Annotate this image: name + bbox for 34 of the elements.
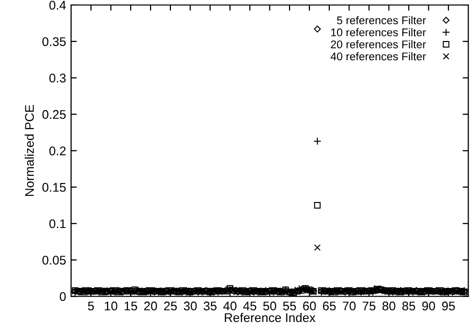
x-tick-label: 50: [263, 302, 276, 310]
x-tick-label: 55: [283, 302, 296, 310]
x-tick-label: 65: [322, 302, 336, 310]
x-tick-label: 35: [204, 302, 217, 310]
x-axis-title: Reference Index: [224, 312, 316, 322]
x-tick-label: 70: [342, 302, 356, 310]
y-tick-label: 0.3: [49, 74, 66, 82]
y-axis-title: Normalized PCE: [24, 105, 34, 196]
legend-label: 40 references Filter: [330, 52, 426, 60]
x-tick-label: 30: [184, 302, 197, 310]
y-tick-label: 0.1: [49, 219, 66, 228]
y-tick-label: 0.2: [49, 146, 66, 156]
x-tick-label: 95: [442, 302, 455, 310]
x-tick-label: 25: [164, 302, 177, 310]
x-tick-label: 80: [382, 302, 396, 310]
legend-label: 10 references Filter: [331, 28, 426, 36]
x-tick-label: 20: [144, 302, 158, 310]
y-tick-label: 0.25: [42, 110, 66, 119]
x-tick-label: 5: [88, 302, 94, 310]
x-tick-label: 85: [402, 302, 416, 310]
y-tick-label: 0.4: [49, 0, 66, 10]
x-tick-label: 10: [104, 302, 118, 310]
y-tick-label: 0: [60, 292, 66, 302]
legend-label: 20 references Filter: [330, 40, 426, 48]
x-tick-label: 15: [124, 302, 138, 310]
x-tick-label: 40: [223, 302, 236, 310]
legend-label: 5 references Filter: [337, 16, 426, 24]
y-tick-label: 0.05: [42, 256, 66, 265]
x-tick-label: 45: [243, 302, 256, 310]
x-tick-label: 90: [422, 302, 436, 310]
y-tick-label: 0.35: [42, 37, 66, 46]
x-tick-label: 60: [303, 302, 316, 310]
y-tick-label: 0.15: [42, 182, 66, 192]
x-tick-label: 75: [362, 302, 376, 310]
